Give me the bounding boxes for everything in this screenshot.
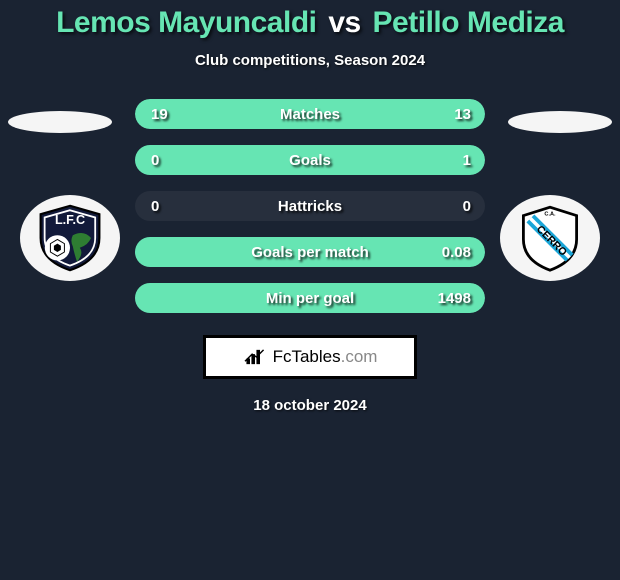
stat-row: 0 Goals 1 <box>135 145 485 175</box>
brand-box[interactable]: FcTables.com <box>203 335 417 379</box>
player1-oval <box>8 111 112 133</box>
stat-value-right: 0 <box>463 198 471 215</box>
player2-oval <box>508 111 612 133</box>
liverpool-uru-crest-icon: L.F.C <box>32 203 108 273</box>
bar-chart-icon <box>243 347 267 367</box>
stat-label: Goals per match <box>251 244 369 261</box>
stat-value-left: 0 <box>151 152 159 169</box>
comparison-area: L.F.C CERRO C.A. 19 Matches 13 0 Goals 1 0 Hatt… <box>0 99 620 414</box>
stat-row: Goals per match 0.08 <box>135 237 485 267</box>
date-text: 18 october 2024 <box>253 397 366 414</box>
stat-value-right: 1 <box>463 152 471 169</box>
subtitle: Club competitions, Season 2024 <box>195 52 425 69</box>
stat-label: Min per goal <box>266 290 354 307</box>
stat-value-right: 0.08 <box>442 244 471 261</box>
stat-row: Min per goal 1498 <box>135 283 485 313</box>
vs-text: vs <box>328 6 360 39</box>
stat-row: 19 Matches 13 <box>135 99 485 129</box>
team1-logo: L.F.C <box>20 195 120 281</box>
team2-logo: CERRO C.A. <box>500 195 600 281</box>
brand-text: FcTables.com <box>273 347 378 367</box>
player1-name: Lemos Mayuncaldi <box>56 6 316 39</box>
stat-label: Goals <box>289 152 331 169</box>
stat-label: Matches <box>280 106 340 123</box>
brand-name: FcTables <box>273 347 341 366</box>
svg-text:L.F.C: L.F.C <box>55 213 85 227</box>
stat-label: Hattricks <box>278 198 342 215</box>
page-title: Lemos Mayuncaldi vs Petillo Mediza <box>56 6 564 40</box>
brand-suffix: .com <box>341 347 378 366</box>
player2-name: Petillo Mediza <box>373 6 564 39</box>
stat-value-right: 1498 <box>438 290 471 307</box>
stat-value-left: 19 <box>151 106 168 123</box>
stat-value-right: 13 <box>454 106 471 123</box>
svg-text:C.A.: C.A. <box>544 212 556 218</box>
cerro-crest-icon: CERRO C.A. <box>512 203 588 273</box>
stat-row: 0 Hattricks 0 <box>135 191 485 221</box>
stat-value-left: 0 <box>151 198 159 215</box>
